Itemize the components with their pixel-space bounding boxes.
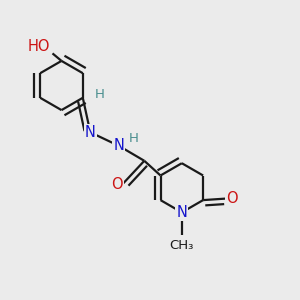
Text: O: O: [226, 191, 238, 206]
Text: H: H: [94, 88, 104, 101]
Text: CH₃: CH₃: [169, 238, 194, 251]
Text: O: O: [111, 177, 122, 192]
Text: N: N: [85, 125, 96, 140]
Text: N: N: [176, 205, 187, 220]
Text: H: H: [128, 132, 138, 145]
Text: N: N: [113, 138, 124, 153]
Text: HO: HO: [28, 39, 50, 54]
